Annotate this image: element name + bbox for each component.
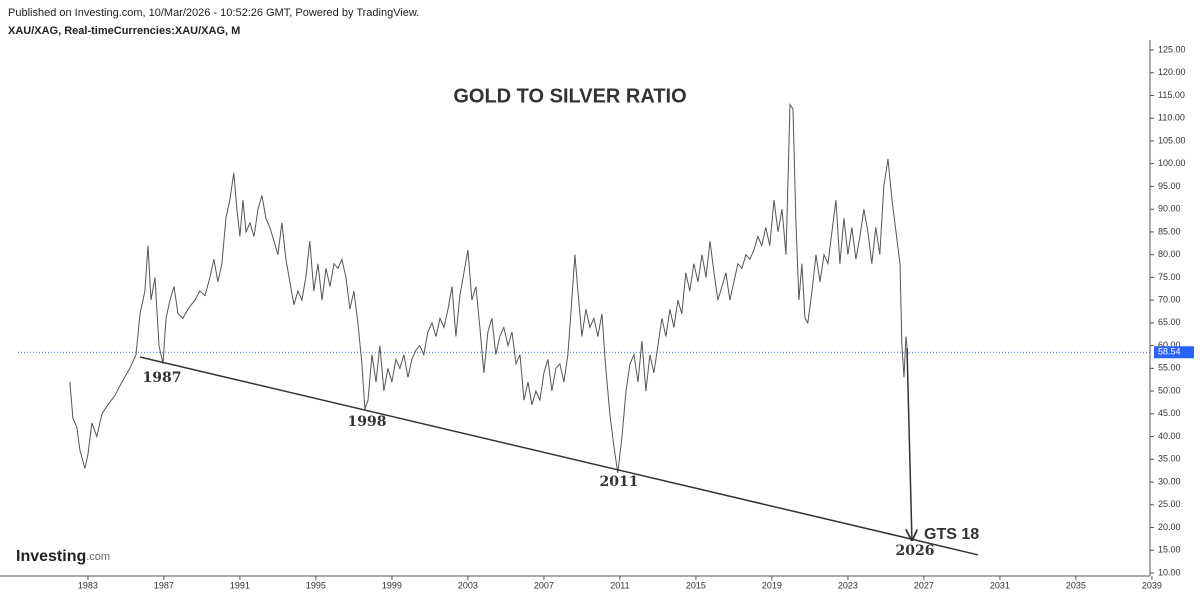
x-tick-label: 1999 [382,580,402,590]
y-tick-label: 35.00 [1158,454,1181,464]
x-tick-label: 2035 [1066,580,1086,590]
plot: 1983 1987 1991 1995 1999 2003 2007 2011 2015 2019… [0,40,1200,590]
y-tick-label: 55.00 [1158,363,1181,373]
chart-title: GOLD TO SILVER RATIO [453,85,686,107]
y-tick-label: 95.00 [1158,181,1181,191]
x-tick-label: 2007 [534,580,554,590]
y-tick-label: 70.00 [1158,295,1181,305]
y-tick-label: 60.00 [1158,340,1181,350]
y-tick-label: 125.00 [1158,44,1186,54]
y-tick-label: 15.00 [1158,545,1181,555]
y-tick-label: 75.00 [1158,272,1181,282]
annotation: 2011 [600,474,639,490]
y-tick-label: 30.00 [1158,476,1181,486]
x-tick-label: 2011 [610,580,629,590]
y-tick-label: 25.00 [1158,499,1181,509]
y-tick-label: 105.00 [1158,135,1186,145]
arrow [907,347,912,540]
y-tick-label: 100.00 [1158,158,1186,168]
x-tick-label: 2003 [458,580,478,590]
logo-name: Investing [16,548,86,565]
logo-suffix: .com [86,551,110,563]
y-tick-label: 120.00 [1158,67,1186,77]
series-line [69,103,909,473]
x-tick-label: 2031 [990,580,1010,590]
x-tick-label: 1983 [78,580,98,590]
y-tick-label: 85.00 [1158,226,1181,236]
annotation: GTS 18 [924,526,979,543]
y-tick-label: 90.00 [1158,204,1181,214]
y-tick-label: 65.00 [1158,317,1181,327]
y-axis-panel [1150,40,1200,576]
last-value-box [1154,346,1194,359]
trend-line [139,356,979,556]
y-tick-label: 10.00 [1158,567,1181,577]
x-tick-label: 2015 [686,580,706,590]
x-tick-label: 2039 [1142,580,1162,590]
x-tick-label: 2019 [762,580,782,590]
x-tick-label: 1987 [154,580,174,590]
logo: Investing.com [16,548,110,565]
y-tick-label: 45.00 [1158,408,1181,418]
published-note: Published on Investing.com, 10/Mar/2026 … [8,7,419,19]
annotation: 2026 [896,543,935,559]
annotation: 1987 [143,370,182,386]
y-tick-label: 110.00 [1158,113,1185,123]
y-tick-label: 50.00 [1158,385,1181,395]
x-tick-label: 2027 [914,580,934,590]
last-value-label: 58.54 [1158,347,1181,357]
symbol: XAU/XAG, Real-timeCurrencies:XAU/XAG, M [8,25,240,37]
y-tick-label: 20.00 [1158,522,1181,532]
y-tick-label: 115.00 [1158,90,1185,100]
x-tick-label: 1995 [306,580,326,590]
x-tick-label: 1991 [230,580,250,590]
y-tick-label: 40.00 [1158,431,1181,441]
y-tick-label: 80.00 [1158,249,1181,259]
x-tick-label: 2023 [838,580,858,590]
annotation: 1998 [348,414,387,430]
